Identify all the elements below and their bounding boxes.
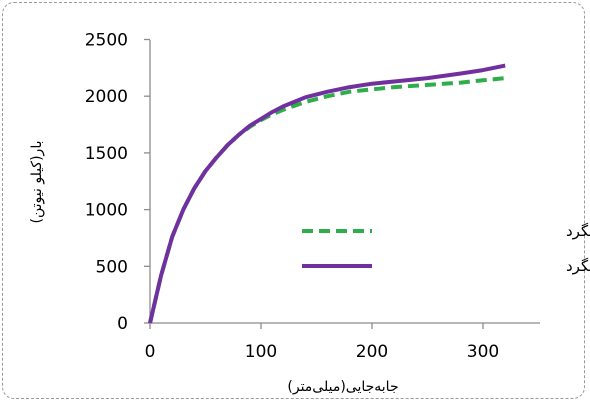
axes: 0 500 1000 1500 2000 2500 0 100 200 300 bbox=[85, 31, 540, 362]
x-tick-label: 200 bbox=[356, 342, 388, 362]
x-tick-label: 0 bbox=[145, 342, 156, 362]
series-layer bbox=[148, 63, 506, 324]
y-tick-label: 1500 bbox=[85, 144, 128, 164]
chart-frame bbox=[2, 2, 585, 399]
legend-label-two-mesh: دال با دو شبکه میلگرد bbox=[566, 257, 590, 275]
y-tick-label: 2500 bbox=[85, 31, 128, 51]
x-tick-label: 100 bbox=[245, 342, 277, 362]
x-tick-label: 300 bbox=[467, 342, 499, 362]
series-line-one-mesh bbox=[148, 76, 506, 324]
y-tick-label: 0 bbox=[117, 314, 128, 334]
x-axis-label: جابه‌جایی(میلی‌متر) bbox=[287, 379, 398, 395]
legend-label-one-mesh: دال با یک شبکه میلگرد bbox=[566, 222, 590, 240]
y-tick-label: 2000 bbox=[85, 87, 128, 107]
y-tick-label: 1000 bbox=[85, 201, 128, 221]
series-line-two-mesh bbox=[148, 63, 506, 324]
y-tick-label: 500 bbox=[96, 257, 128, 277]
legend: دال با یک شبکه میلگرد دال با دو شبکه میل… bbox=[302, 222, 590, 275]
y-axis-label: بار(کیلو نیوتن) bbox=[29, 141, 45, 224]
